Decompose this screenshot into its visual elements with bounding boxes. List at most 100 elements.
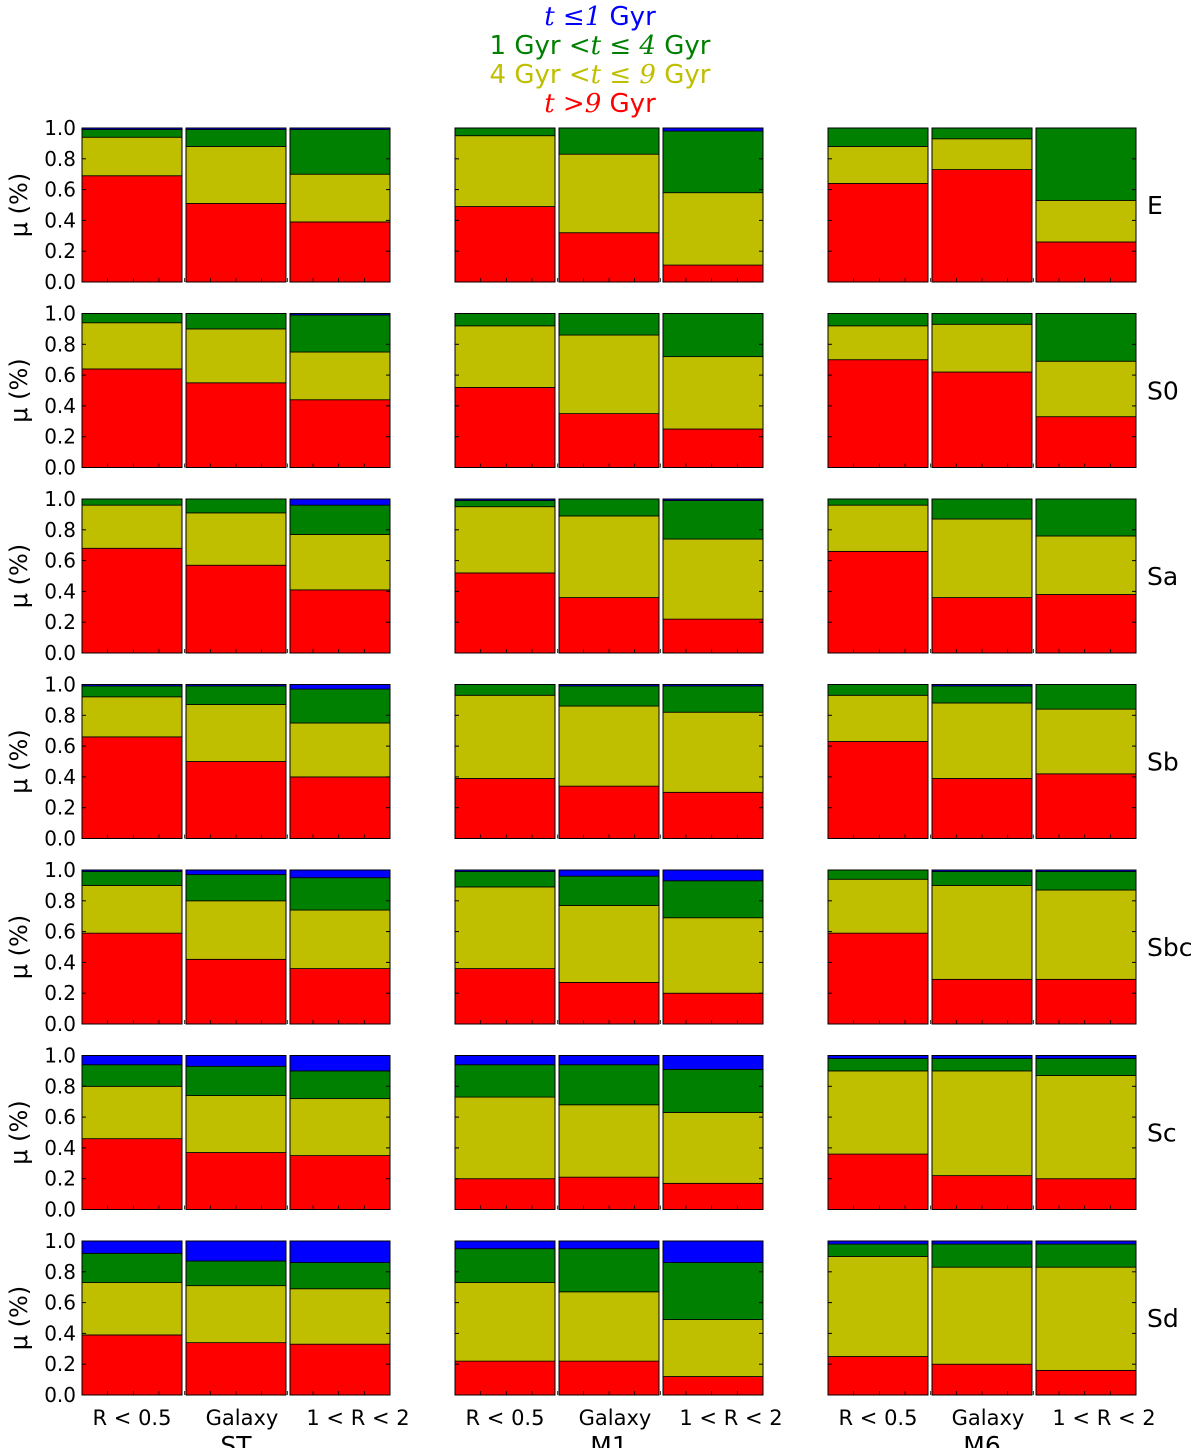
legend: t ≤1 Gyr 1 Gyr <t ≤ 4 Gyr 4 Gyr <t ≤ 9 G… <box>0 0 1200 120</box>
y-tick-label: 0.4 <box>44 765 76 789</box>
bar-frame <box>662 498 764 654</box>
bar-segment <box>931 518 1033 598</box>
bar-segment <box>454 694 556 779</box>
bar-segment <box>931 1070 1033 1177</box>
bar-segment <box>81 1138 183 1210</box>
bar-segment <box>289 589 391 654</box>
bar-segment <box>1035 199 1137 243</box>
bar-segment <box>931 885 1033 980</box>
bar-segment <box>931 978 1033 1025</box>
bar-segment <box>662 1240 764 1263</box>
y-tick-label: 0.8 <box>44 147 76 171</box>
bar-segment <box>454 1360 556 1396</box>
bar-segment <box>558 498 660 517</box>
bar-segment <box>1035 1369 1137 1396</box>
bar-segment <box>1035 360 1137 418</box>
y-tick-label: 1.0 <box>44 1044 76 1068</box>
bar-segment <box>558 413 660 468</box>
bar-frame <box>662 313 764 468</box>
bar-segment <box>81 685 183 698</box>
column-title: M6 <box>963 1431 1000 1448</box>
bar-segment <box>827 498 929 506</box>
bar-segment <box>662 685 764 713</box>
bar-segment <box>827 1256 929 1357</box>
bar-segment <box>931 1175 1033 1210</box>
x-tick-label: R < 0.5 <box>93 1406 172 1430</box>
bar-frame <box>454 1055 556 1210</box>
bar-segment <box>454 1178 556 1210</box>
bar-frame <box>1035 869 1137 1025</box>
y-tick-label: 0.0 <box>44 1383 76 1407</box>
bar-segment <box>81 547 183 654</box>
bar-segment <box>662 500 764 540</box>
bar-frame <box>454 498 556 654</box>
bar-segment <box>454 506 556 574</box>
bar-segment <box>827 550 929 654</box>
y-tick-label: 0.2 <box>44 1167 76 1191</box>
y-tick-label: 0.4 <box>44 208 76 232</box>
bar-segment <box>1035 889 1137 980</box>
bar-segment <box>185 382 287 468</box>
bar-segment <box>662 992 764 1025</box>
bar-segment <box>558 685 660 707</box>
bar-segment <box>558 1104 660 1178</box>
bar-frame <box>827 1055 929 1210</box>
x-tick-label: Galaxy <box>579 1406 652 1430</box>
bar-segment <box>81 871 183 886</box>
bar-segment <box>289 722 391 778</box>
bar-frame <box>1035 1055 1137 1210</box>
bar-segment <box>185 704 287 762</box>
bar-frame <box>289 1240 391 1396</box>
column-title: ST <box>220 1431 252 1448</box>
y-tick-label: 0.8 <box>44 518 76 542</box>
bar-frame <box>454 684 556 839</box>
bar-segment <box>558 705 660 787</box>
y-tick-label: 0.8 <box>44 1074 76 1098</box>
bar-segment <box>827 684 929 696</box>
bar-frame <box>1035 684 1137 839</box>
bar-segment <box>454 387 556 468</box>
bar-segment <box>185 761 287 839</box>
bar-segment <box>558 1291 660 1362</box>
bar-segment <box>81 885 183 934</box>
bar-frame <box>827 313 929 468</box>
bar-segment <box>931 138 1033 170</box>
bar-segment <box>558 1055 660 1066</box>
bar-segment <box>454 572 556 654</box>
bar-segment <box>931 1363 1033 1396</box>
bar-frame <box>289 498 391 654</box>
bar-frame <box>454 313 556 468</box>
y-axis-label: μ (%) <box>5 1286 33 1350</box>
bar-segment <box>558 785 660 839</box>
bar-segment <box>931 597 1033 654</box>
bar-segment <box>81 175 183 283</box>
y-tick-label: 0.8 <box>44 703 76 727</box>
y-tick-label: 1.0 <box>44 1229 76 1253</box>
y-tick-label: 1.0 <box>44 487 76 511</box>
x-tick-label: R < 0.5 <box>839 1406 918 1430</box>
bar-segment <box>185 498 287 514</box>
y-tick-label: 0.8 <box>44 1260 76 1284</box>
bar-segment <box>1035 535 1137 595</box>
bar-segment <box>81 1240 183 1254</box>
bar-segment <box>81 368 183 468</box>
row-label: S0 <box>1147 377 1179 406</box>
bar-segment <box>185 512 287 566</box>
bar-segment <box>931 1243 1033 1268</box>
bar-segment <box>827 1058 929 1072</box>
bar-frame <box>827 498 929 654</box>
bar-frame <box>827 1240 929 1396</box>
bar-segment <box>827 1070 929 1155</box>
y-tick-label: 0.6 <box>44 178 76 202</box>
bar-segment <box>81 136 183 177</box>
bar-segment <box>289 909 391 969</box>
bar-segment <box>662 791 764 839</box>
row-label: Sbc <box>1147 933 1192 962</box>
bar-segment <box>81 129 183 138</box>
y-axis-label: μ (%) <box>5 358 33 422</box>
x-tick-label: Galaxy <box>206 1406 279 1430</box>
y-tick-label: 0.4 <box>44 579 76 603</box>
bar-segment <box>81 498 183 506</box>
bar-segment <box>931 685 1033 704</box>
bar-segment <box>454 1064 556 1098</box>
